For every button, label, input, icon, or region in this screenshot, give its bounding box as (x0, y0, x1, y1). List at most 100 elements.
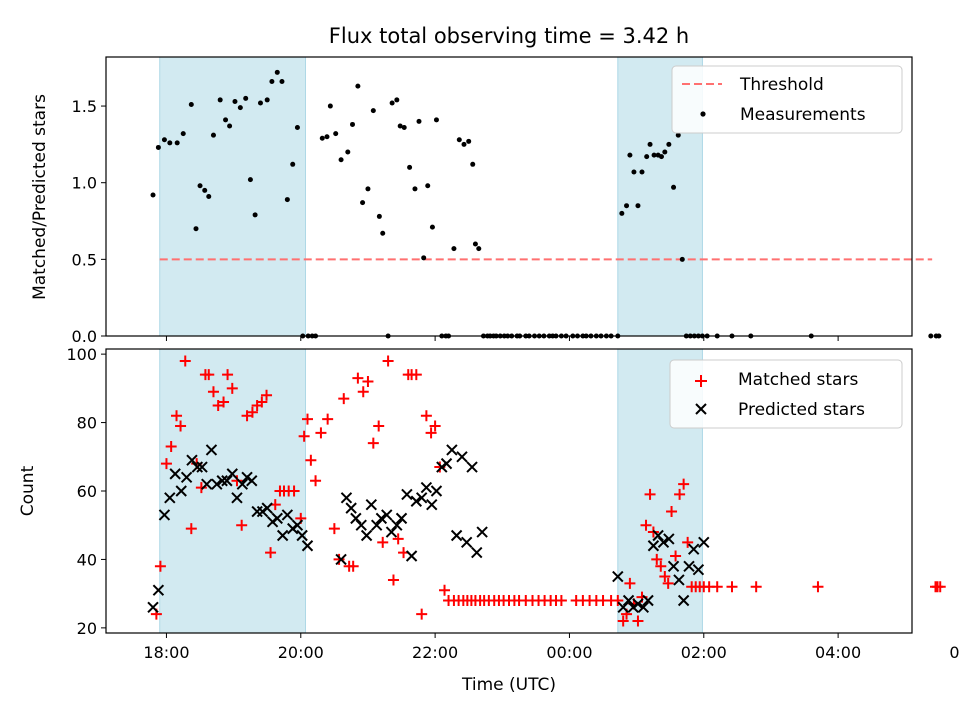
measurement-point (279, 79, 285, 85)
matched-star-point (682, 536, 694, 548)
matched-star-point (165, 441, 177, 453)
bottom-legend: Matched stars Predicted stars (669, 359, 903, 429)
predicted-star-point (175, 485, 187, 497)
bottom-ytick-label: 40 (77, 550, 97, 569)
matched-star-point (322, 413, 334, 425)
measurement-point (247, 177, 253, 183)
matched-star-point (934, 581, 946, 593)
matched-star-point (171, 410, 183, 422)
matched-star-point (666, 506, 678, 518)
predicted-star-point (391, 519, 403, 531)
measurement-point (284, 197, 290, 203)
matched-star-point (185, 523, 197, 535)
predicted-star-point (191, 461, 204, 473)
predicted-star-point (395, 512, 408, 525)
matched-star-point (256, 396, 268, 408)
predicted-star-point (196, 461, 208, 473)
predicted-star-point (405, 550, 418, 562)
predicted-star-point (410, 495, 423, 507)
measurement-point (675, 132, 681, 138)
top-y-ticks: 0.0 0.5 1.0 1.5 (72, 97, 106, 346)
predicted-star-point (385, 526, 398, 538)
measurement-point (161, 137, 167, 143)
predicted-star-point (355, 519, 367, 531)
predicted-star-point (216, 475, 228, 487)
matched-star-point (222, 369, 234, 381)
matched-star-point (726, 581, 738, 593)
predicted-star-point (164, 492, 176, 504)
measurement-point (174, 140, 180, 146)
measurement-point (223, 117, 229, 123)
matched-star-point (612, 594, 624, 606)
bottom-legend-box (669, 359, 903, 429)
predicted-star-point (440, 457, 453, 470)
predicted-star-point (370, 519, 383, 531)
legend-matched-swatch (695, 375, 707, 387)
matched-star-point (373, 420, 385, 432)
measurement-point (365, 186, 371, 192)
measurement-point (243, 95, 249, 101)
matched-star-point (310, 475, 322, 487)
predicted-star-point (692, 563, 705, 576)
predicted-star-point (612, 570, 624, 583)
predicted-star-point (430, 485, 443, 497)
predicted-star-point (652, 529, 664, 542)
measurement-point (644, 154, 650, 160)
measurement-point (456, 137, 462, 143)
predicted-star-point (375, 512, 388, 525)
predicted-star-point (381, 509, 393, 521)
matched-star-point (429, 420, 441, 432)
measurement-point (421, 255, 427, 261)
matched-star-point (750, 581, 762, 593)
measurement-point (327, 103, 333, 109)
matched-star-point (382, 355, 394, 367)
matched-star-point (328, 523, 340, 535)
matched-star-point (410, 369, 422, 381)
measurement-point (389, 100, 395, 106)
bottom-x-ticks: 18:00 20:00 22:00 00:00 02:00 04:00 06:00 (143, 633, 960, 662)
bottom-xtick-label: 04:00 (815, 643, 861, 662)
measurement-point (290, 161, 296, 167)
measurement-point (433, 117, 439, 123)
measurement-point (662, 149, 668, 155)
measurement-point (324, 134, 330, 140)
observing-window-0 (159, 56, 306, 337)
matched-star-point (218, 396, 230, 408)
observing-windows (159, 56, 703, 337)
matched-star-point (659, 571, 671, 583)
matched-star-point (662, 577, 674, 589)
predicted-star-point (663, 533, 675, 545)
matched-star-point (439, 584, 451, 596)
predicted-star-point (201, 478, 213, 490)
matched-star-point (392, 533, 404, 545)
measurement-point (150, 192, 156, 198)
matched-star-point (195, 482, 207, 494)
measurement-point (394, 97, 400, 103)
predicted-star-point (281, 509, 294, 521)
predicted-star-point (456, 451, 468, 463)
measurement-point (257, 100, 263, 106)
predicted-star-point (657, 536, 670, 549)
measurement-point (401, 125, 407, 131)
measurement-point (470, 161, 476, 167)
bottom-ytick-label: 20 (77, 619, 97, 638)
xlabel: Time (UTC) (461, 675, 556, 695)
predicted-star-point (632, 598, 644, 610)
predicted-star-point (231, 492, 243, 504)
predicted-star-point (420, 481, 433, 494)
top-axes-frame (105, 56, 913, 337)
matched-star-point (674, 488, 686, 500)
measurement-point (619, 210, 625, 216)
predicted-star-point (350, 512, 362, 525)
matched-star-point (640, 519, 652, 531)
measurement-point (193, 226, 199, 232)
legend-threshold-label: Threshold (739, 75, 824, 95)
predicted-star-point (401, 488, 413, 501)
measurement-point (360, 200, 366, 206)
predicted-star-point (296, 529, 308, 542)
measurement-point (202, 187, 208, 193)
predicted-star-point (637, 601, 650, 614)
matched-star-point (203, 369, 215, 381)
predicted-star-point (340, 492, 353, 504)
matched-star-point (179, 355, 191, 367)
